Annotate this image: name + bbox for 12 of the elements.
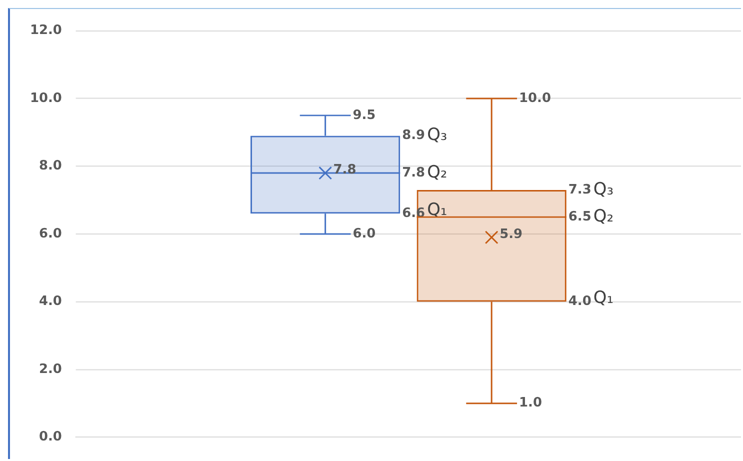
y-tick-label: 8.0 — [38, 158, 62, 174]
y-tick-label: 4.0 — [38, 294, 62, 310]
annotation: 9.5 — [352, 108, 376, 123]
y-tick-label: 2.0 — [38, 362, 62, 377]
annotation: 1.0 — [519, 396, 542, 411]
annotation: 10.0 — [519, 90, 551, 106]
y-tick-label: 12.0 — [30, 23, 62, 38]
annotation: 5.9 — [500, 226, 523, 242]
y-tick-label: 6.0 — [38, 226, 62, 242]
y-tick-label: 10.0 — [30, 90, 62, 106]
y-tick-label: 0.0 — [38, 430, 62, 445]
annotation: 6.0 — [352, 226, 376, 242]
